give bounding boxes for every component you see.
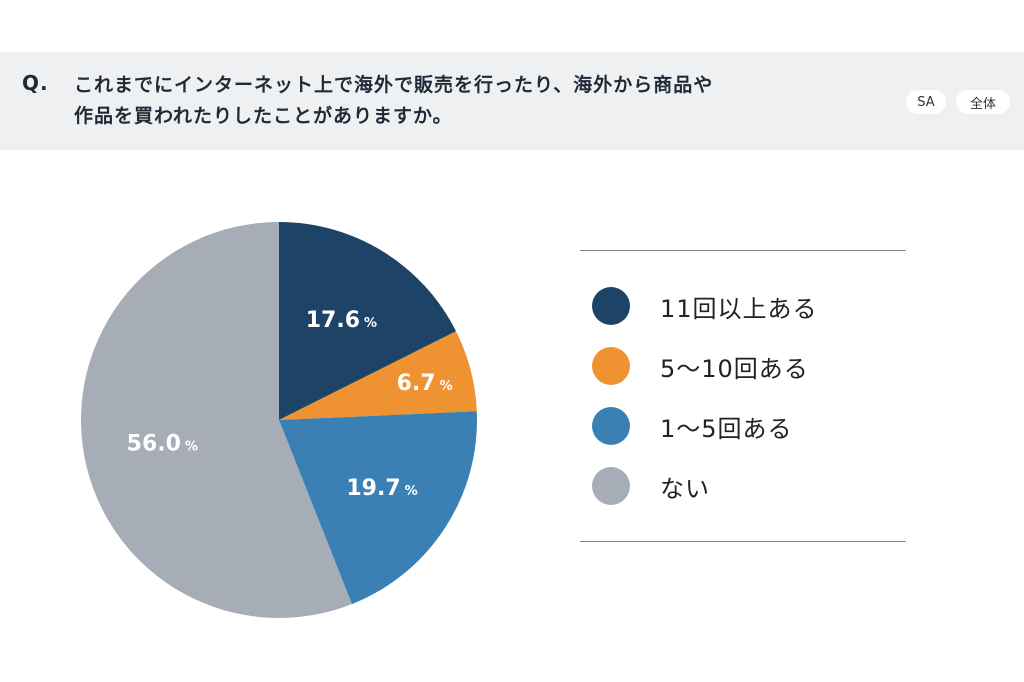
pie-slice — [81, 222, 352, 618]
question-line-1: これまでにインターネット上で海外で販売を行ったり、海外から商品や — [74, 74, 714, 96]
legend-label: 1～5回ある — [660, 414, 793, 443]
tag-sa: SA — [906, 90, 946, 114]
legend-item: ない — [592, 466, 710, 506]
pie-slice — [279, 411, 478, 605]
legend-label: ない — [660, 474, 710, 503]
slice-value-label: 6.7% — [397, 371, 453, 396]
question-bar: Q. これまでにインターネット上で海外で販売を行ったり、海外から商品や 作品を買… — [0, 52, 1024, 150]
legend-item: 5～10回ある — [592, 346, 809, 386]
legend-item: 11回以上ある — [592, 286, 818, 326]
slice-value-label: 17.6% — [306, 308, 377, 333]
tag-all: 全体 — [956, 90, 1010, 114]
slice-value-label: 56.0% — [127, 431, 198, 456]
question-mark: Q. — [22, 71, 49, 95]
pie-slice — [279, 331, 477, 420]
question-line-2: 作品を買われたりしたことがありますか。 — [74, 105, 453, 127]
pie-chart: 17.6 % 6.7 % 19.7 % 56.0% — [81, 222, 478, 618]
legend-swatch — [592, 287, 630, 325]
legend-swatch — [592, 407, 630, 445]
pie-slice — [279, 222, 456, 420]
legend-swatch — [592, 467, 630, 505]
legend: 11回以上ある 5～10回ある 1～5回ある ない — [580, 250, 906, 542]
question-text: これまでにインターネット上で海外で販売を行ったり、海外から商品や 作品を買われた… — [74, 70, 854, 132]
legend-label: 11回以上ある — [660, 294, 818, 323]
legend-label: 5～10回ある — [660, 354, 809, 383]
legend-item: 1～5回ある — [592, 406, 793, 446]
legend-swatch — [592, 347, 630, 385]
slice-value-label: 19.7% — [346, 476, 417, 501]
